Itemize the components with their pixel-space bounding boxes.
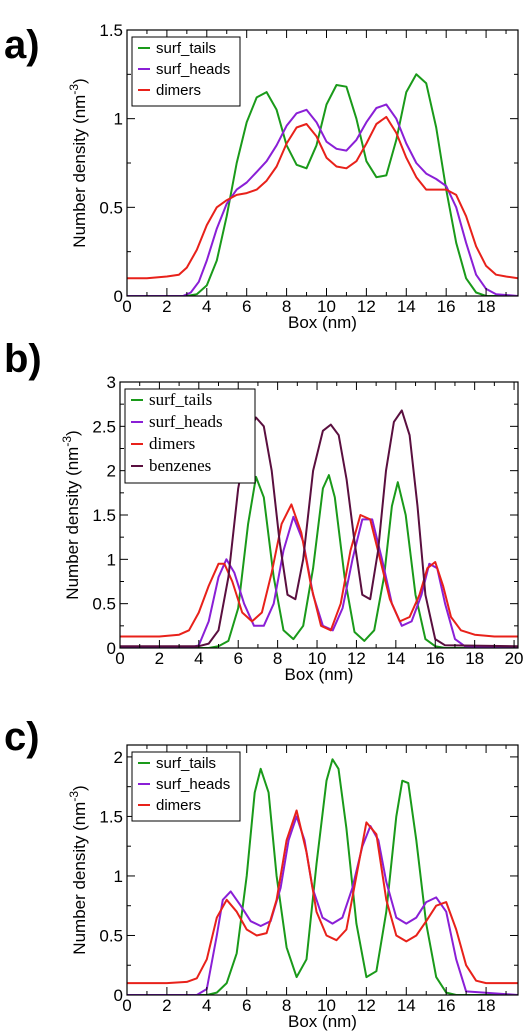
- x-tick-label: 14: [397, 996, 416, 1015]
- x-tick-label: 8: [273, 649, 282, 668]
- y-tick-label: 2: [107, 462, 116, 481]
- y-tick-label: 2.5: [92, 417, 116, 436]
- x-tick-label: 2: [155, 649, 164, 668]
- x-tick-label: 14: [386, 649, 405, 668]
- x-tick-label: 10: [317, 996, 336, 1015]
- y-tick-label: 0.5: [92, 595, 116, 614]
- x-tick-label: 12: [357, 996, 376, 1015]
- legend-label-dimers: dimers: [149, 434, 195, 453]
- x-tick-label: 18: [477, 996, 496, 1015]
- y-axis-label-main: Number density (nm: [70, 802, 89, 955]
- x-tick-label: 0: [122, 297, 131, 316]
- y-tick-label: 1.5: [99, 21, 123, 40]
- x-tick-label: 20: [505, 649, 524, 668]
- x-tick-label: 6: [233, 649, 242, 668]
- y-axis-label: Number density (nm-3): [60, 430, 82, 599]
- x-tick-label: 10: [308, 649, 327, 668]
- x-axis-label: Box (nm): [288, 1012, 357, 1031]
- x-tick-label: 2: [162, 996, 171, 1015]
- legend-label-surf_heads: surf_heads: [149, 412, 223, 431]
- x-tick-label: 18: [465, 649, 484, 668]
- x-axis-label: Box (nm): [288, 313, 357, 332]
- panel-label: b): [4, 337, 42, 381]
- legend-label-surf_heads: surf_heads: [156, 61, 230, 78]
- x-tick-label: 0: [115, 649, 124, 668]
- series-line-surf_heads: [127, 815, 518, 995]
- x-tick-label: 12: [347, 649, 366, 668]
- y-tick-label: 0: [107, 639, 116, 658]
- chart-panel-3: c) 0 2 4 6 8 10 12 14 16 18 0 0.5 1 1.5 2 Box (nm) Number…: [4, 715, 519, 1031]
- x-tick-label: 14: [397, 297, 416, 316]
- y-axis-label: Number density (nm-3): [67, 78, 89, 247]
- y-axis-label-main: Number density (nm: [63, 447, 82, 600]
- x-tick-label: 16: [437, 297, 456, 316]
- chart-panel-1: a) 0 2 4 6 8 10 12 14 16 18 0 0.5 1 1.5 Box (nm) Number …: [4, 21, 519, 332]
- legend-label-surf_tails: surf_tails: [156, 755, 216, 772]
- x-tick-label: 0: [122, 996, 131, 1015]
- legend-label-surf_heads: surf_heads: [156, 776, 230, 793]
- y-tick-label: 0.5: [99, 198, 123, 217]
- x-tick-label: 8: [282, 297, 291, 316]
- chart-panel-2: b) 0 2 4 6 8 10 12 14 16 18 20 0 0.5 1 1.5 2 2.5 3 Box (nm)…: [4, 337, 524, 684]
- legend-box: [124, 388, 256, 484]
- x-tick-label: 16: [437, 996, 456, 1015]
- y-axis-label-main: Number density (nm: [70, 95, 89, 248]
- x-tick-label: 18: [477, 297, 496, 316]
- x-tick-label: 6: [242, 996, 251, 1015]
- y-tick-label: 1: [114, 110, 123, 129]
- y-axis-label-close: ): [63, 430, 82, 436]
- x-tick-label: 10: [317, 297, 336, 316]
- x-tick-label: 4: [202, 996, 211, 1015]
- y-tick-label: 3: [107, 373, 116, 392]
- legend-label-surf_tails: surf_tails: [156, 40, 216, 57]
- panel-label: a): [4, 23, 40, 67]
- y-tick-label: 1.5: [99, 807, 123, 826]
- series-line-dimers: [127, 809, 518, 985]
- y-tick-label: 0: [114, 986, 123, 1005]
- series-line-surf_tails: [120, 474, 518, 648]
- y-axis-label-close: ): [70, 785, 89, 791]
- x-tick-label: 12: [357, 297, 376, 316]
- series-line-surf_tails: [127, 73, 518, 296]
- series-line-surf_tails: [127, 758, 518, 995]
- x-tick-label: 4: [194, 649, 203, 668]
- legend-label-dimers: dimers: [156, 82, 201, 99]
- x-tick-label: 4: [202, 297, 211, 316]
- x-tick-label: 2: [162, 297, 171, 316]
- x-tick-label: 6: [242, 297, 251, 316]
- x-tick-label: 8: [282, 996, 291, 1015]
- y-tick-label: 1.5: [92, 506, 116, 525]
- y-axis-label-sup: -3: [60, 436, 74, 447]
- y-tick-label: 2: [114, 748, 123, 767]
- y-tick-label: 1: [114, 867, 123, 886]
- y-axis-label: Number density (nm-3): [67, 785, 89, 954]
- series-line-dimers: [127, 115, 518, 280]
- series-line-dimers: [120, 503, 518, 638]
- x-axis-label: Box (nm): [285, 665, 354, 684]
- panel-label: c): [4, 715, 40, 759]
- y-tick-label: 0: [114, 287, 123, 306]
- x-tick-label: 16: [426, 649, 445, 668]
- legend-label-dimers: dimers: [156, 797, 201, 814]
- y-tick-label: 0.5: [99, 926, 123, 945]
- legend-label-benzenes: benzenes: [149, 456, 211, 475]
- y-axis-label-close: ): [70, 78, 89, 84]
- series-line-surf_heads: [127, 103, 518, 296]
- legend-label-surf_tails: surf_tails: [149, 390, 212, 409]
- y-axis-label-sup: -3: [67, 84, 81, 95]
- y-tick-label: 1: [107, 550, 116, 569]
- plot-frame: [126, 744, 519, 996]
- y-axis-label-sup: -3: [67, 791, 81, 802]
